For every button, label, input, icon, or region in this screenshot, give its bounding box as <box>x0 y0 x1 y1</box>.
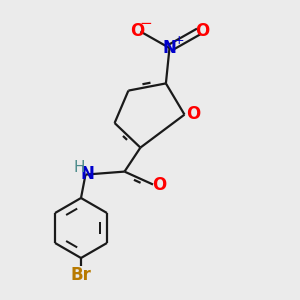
Text: N: N <box>163 39 176 57</box>
Text: H: H <box>73 160 85 175</box>
Text: Br: Br <box>70 266 92 284</box>
Text: O: O <box>195 22 209 40</box>
Text: −: − <box>140 16 152 32</box>
Text: O: O <box>130 22 144 40</box>
Text: N: N <box>80 165 94 183</box>
Text: O: O <box>186 105 200 123</box>
Text: +: + <box>173 34 184 47</box>
Text: O: O <box>152 176 166 194</box>
